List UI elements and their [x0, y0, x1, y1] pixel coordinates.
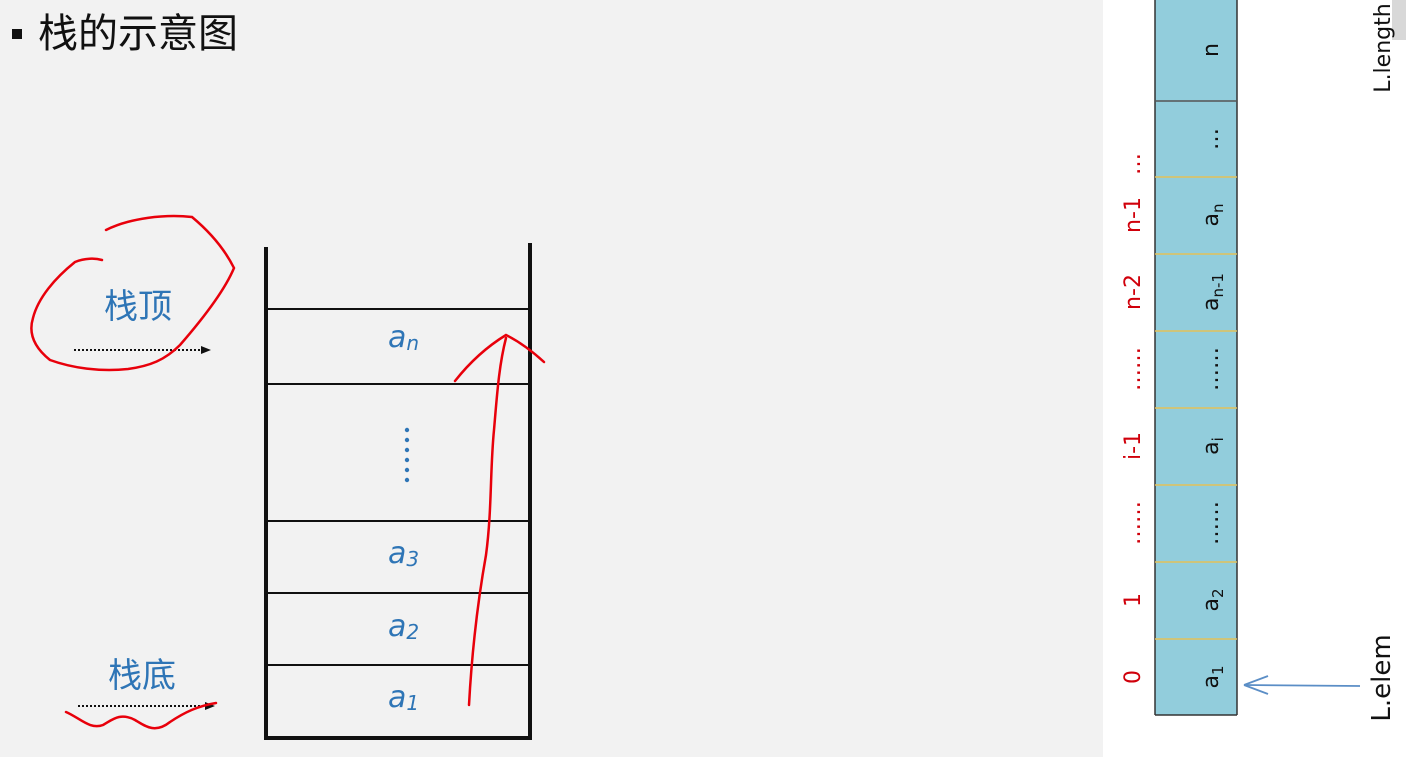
array-index-label: i-1: [1121, 432, 1146, 460]
stack-container: [264, 243, 532, 740]
array-index-label: 1: [1121, 593, 1146, 607]
scrollbar-corner: [1392, 0, 1406, 40]
red-push-arrow-head: [453, 333, 546, 383]
array-panel-background: [1103, 0, 1406, 757]
length-label: L.length: [1371, 3, 1396, 92]
red-squiggle-annotation: [64, 701, 218, 730]
array-cell-label: an-1: [1199, 273, 1227, 311]
red-circle-annotation: [30, 214, 236, 372]
array-cell-label: n: [1199, 43, 1224, 57]
array-cell-label: …: [1199, 128, 1224, 150]
red-push-arrow-shaft: [467, 336, 508, 707]
array-index-label: ……: [1121, 347, 1146, 391]
array-cell-label: a2: [1199, 588, 1227, 611]
array-strip-fill: [1155, 0, 1237, 715]
stack-cell-label: a3: [388, 536, 419, 571]
array-cell-label: an: [1199, 204, 1227, 227]
elem-label: L.elem: [1367, 634, 1397, 721]
array-index-label: n-1: [1121, 197, 1146, 233]
slide-title: 栈的示意图: [12, 6, 238, 62]
array-cell-label: ……: [1199, 501, 1224, 545]
elem-pointer-arrow: [1243, 675, 1361, 695]
stack-top-label: 栈顶: [104, 287, 172, 327]
stack-cell-label: a1: [388, 680, 419, 715]
array-index-label: ……: [1121, 501, 1146, 545]
array-cell-label: ai: [1199, 437, 1227, 455]
array-strip: [1154, 0, 1238, 716]
array-cell-label: a1: [1199, 665, 1227, 688]
stack-bottom-label: 栈底: [108, 656, 176, 696]
array-index-label: n-2: [1121, 274, 1146, 310]
stack-cell-label: an: [388, 320, 419, 355]
stack-vertical-dots: [404, 427, 410, 483]
array-index-label: 0: [1121, 670, 1146, 684]
title-text: 栈的示意图: [38, 11, 238, 57]
stack-cell-label: a2: [388, 609, 419, 644]
array-index-label: …: [1121, 153, 1146, 175]
bullet-icon: [12, 29, 22, 39]
array-cell-label: ……: [1199, 347, 1224, 391]
